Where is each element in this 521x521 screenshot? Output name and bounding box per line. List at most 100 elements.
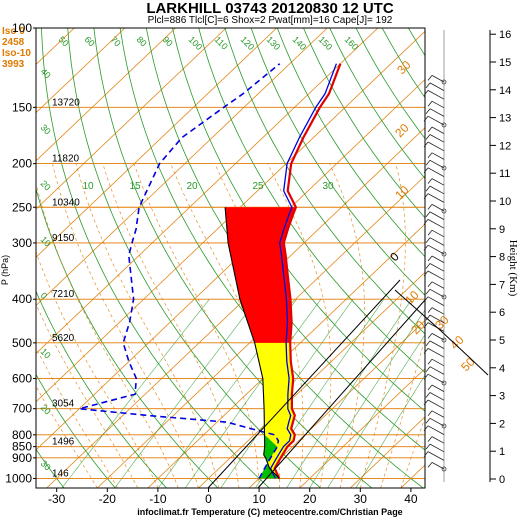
geopotential-height-label: 11820 <box>52 154 80 165</box>
wind-barb <box>431 126 445 134</box>
wind-barb <box>427 296 445 306</box>
isotherm-line <box>36 28 328 306</box>
wind-barb-flag <box>425 366 431 372</box>
wind-barb <box>429 340 445 349</box>
wind-station-circle <box>441 208 447 214</box>
dry-adiabat-line <box>250 28 425 296</box>
temperature-tick-label: 40 <box>404 492 418 506</box>
iso0-label: Iso 0 <box>2 26 25 37</box>
mixing-ratio-label: 15 <box>129 181 141 192</box>
left-isoline-label: 10 <box>39 234 53 248</box>
pressure-axis-label: P (hPa) <box>0 255 10 285</box>
top-isoline-label: 160 <box>343 34 361 52</box>
moist-adiabat-line <box>36 303 139 488</box>
pressure-tick-label: 900 <box>12 451 32 465</box>
wind-barb <box>427 115 445 126</box>
height-tick-label: 0 <box>499 474 505 486</box>
wind-barb-flag <box>427 75 433 81</box>
left-isoline-label: 0 <box>39 290 50 301</box>
wind-barb <box>427 167 445 177</box>
moist-adiabat-line <box>36 181 179 488</box>
wind-barb-flag <box>423 167 429 174</box>
chart-subtitle: Plcl=886 Tlcl[C]=6 Shox=2 Pwat[mm]=16 Ca… <box>147 15 393 26</box>
wind-barb-flag <box>427 126 433 133</box>
iso0-height: 2458 <box>2 37 25 48</box>
isotherm-line <box>299 368 425 488</box>
left-isoline-label: 10 <box>39 346 53 360</box>
wind-barb <box>429 134 445 143</box>
wind-barb <box>429 237 445 246</box>
height-tick-label: 12 <box>499 140 511 152</box>
wind-barb-flag <box>425 237 431 243</box>
plot-overlay <box>207 279 426 489</box>
height-tick-label: 1 <box>499 446 505 458</box>
adiabat-label: 30 <box>394 58 414 78</box>
wind-barb-flag <box>423 244 429 251</box>
isotherm-line <box>36 28 379 355</box>
pressure-tick-label: 1000 <box>5 471 32 485</box>
height-tick-label: 8 <box>499 252 505 264</box>
wind-barb <box>427 373 445 384</box>
wind-barb <box>431 152 445 160</box>
wind-station-circle <box>441 251 447 257</box>
wind-barb-flag <box>425 263 431 269</box>
plot-area <box>36 28 425 488</box>
iso-10-height: 3993 <box>2 59 25 70</box>
wind-station-circle <box>441 294 447 300</box>
temperature-profile-line <box>273 63 342 479</box>
top-isoline-label: 120 <box>239 34 257 52</box>
height-tick-label: 5 <box>499 335 505 347</box>
dry-adiabat-line <box>36 290 167 488</box>
pressure-tick-label: 200 <box>12 157 32 171</box>
wind-barb-flag <box>425 289 431 295</box>
dewpoint-profile-line <box>79 63 281 479</box>
height-axis-label: Height (Km) <box>507 240 519 297</box>
wind-barb-flag <box>427 152 433 159</box>
wind-barb-flag <box>425 82 431 89</box>
dry-adiabat-line <box>41 28 270 488</box>
wind-guide-line <box>394 289 489 376</box>
height-tick-label: 10 <box>499 196 511 208</box>
wind-barb-flag <box>425 418 431 424</box>
wind-barb <box>429 288 445 298</box>
mixing-ratio-line <box>327 334 425 488</box>
wind-station-circle <box>441 380 447 386</box>
wind-barb <box>427 90 445 100</box>
iso-10-label: Iso-10 <box>2 48 31 59</box>
wind-barb-flag <box>423 115 429 122</box>
wind-barb-flag <box>427 307 433 313</box>
geopotential-height-label: 13720 <box>52 97 80 108</box>
geopotential-height-label: 146 <box>52 468 69 479</box>
wind-barb <box>429 314 445 324</box>
wind-barb-flag <box>425 108 431 114</box>
wind-barb-flag <box>425 443 431 450</box>
wind-barb <box>427 425 445 435</box>
wind-barb-flag <box>423 373 429 380</box>
wind-station-circle <box>441 79 447 85</box>
top-isoline-label: 150 <box>317 34 335 52</box>
mixing-ratio-label: 20 <box>186 181 198 192</box>
wind-barb-flag <box>423 270 429 277</box>
pressure-tick-label: 300 <box>12 236 32 250</box>
temperature-tick-label: 20 <box>303 492 317 506</box>
mixing-ratio-line <box>114 299 258 488</box>
wind-barb <box>431 384 445 392</box>
wind-barb-flag <box>423 425 429 432</box>
wind-barb-flag <box>427 255 433 262</box>
wind-barb-flag <box>425 211 431 218</box>
pressure-tick-label: 600 <box>12 372 32 386</box>
wind-station-circle <box>441 122 447 128</box>
height-tick-label: 14 <box>499 85 511 97</box>
height-tick-label: 4 <box>499 363 505 375</box>
mixing-ratio-label: 25 <box>252 181 264 192</box>
dry-adiabat-line <box>224 28 425 335</box>
height-tick-label: 15 <box>499 57 511 69</box>
wind-barb <box>429 263 445 272</box>
mixing-ratio-line <box>61 299 210 488</box>
wind-barb-flag <box>427 281 433 288</box>
pressure-tick-label: 400 <box>12 292 32 306</box>
wind-barb <box>431 410 445 418</box>
freezing-isotherm-line <box>207 279 401 489</box>
